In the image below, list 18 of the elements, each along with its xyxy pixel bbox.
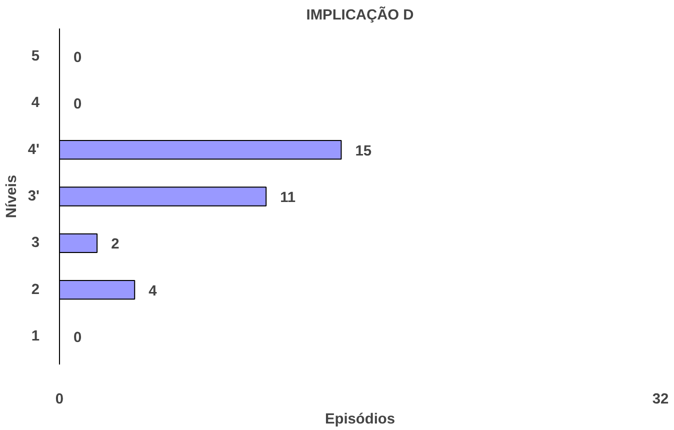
y-tick-label: 2 — [31, 282, 40, 298]
y-tick-label: 1 — [31, 328, 40, 344]
y-tick-label: 3' — [28, 188, 40, 204]
chart-title: IMPLICAÇÃO D — [306, 6, 414, 24]
data-label: 0 — [74, 96, 82, 113]
data-label: 2 — [111, 236, 120, 253]
y-tick-label: 3 — [31, 235, 40, 252]
y-tick-label: 4 — [31, 95, 40, 112]
data-label: 0 — [74, 50, 82, 66]
data-label: 4 — [148, 283, 158, 300]
y-axis-title: Níveis — [4, 174, 20, 218]
data-label: 15 — [355, 143, 372, 160]
y-tick-label: 4' — [28, 142, 40, 158]
x-tick-label: 32 — [652, 392, 669, 408]
data-label: 0 — [74, 330, 82, 346]
y-tick-label: 5 — [31, 48, 40, 64]
x-axis-title: Episódios — [324, 412, 396, 428]
data-label: 11 — [280, 190, 296, 206]
